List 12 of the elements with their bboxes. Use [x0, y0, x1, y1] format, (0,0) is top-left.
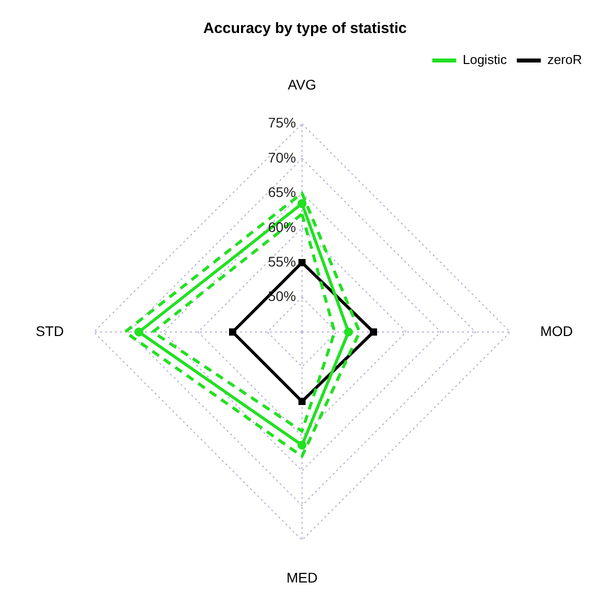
chart-title: Accuracy by type of statistic: [203, 20, 407, 38]
y-tick-label: 55%: [268, 253, 296, 270]
spoke-label: MOD: [540, 322, 573, 339]
y-tick-label: 50%: [268, 288, 296, 304]
spoke-label: MED: [286, 569, 318, 586]
y-tick-label: 65%: [268, 184, 296, 200]
spoke-label: STD: [36, 322, 64, 339]
legend-label: zeroR: [547, 52, 582, 68]
y-tick-label: 75%: [268, 114, 296, 131]
legend-label: Logistic: [462, 52, 508, 68]
spoke-label: AVG: [288, 76, 316, 92]
y-tick-label: 70%: [268, 149, 296, 166]
